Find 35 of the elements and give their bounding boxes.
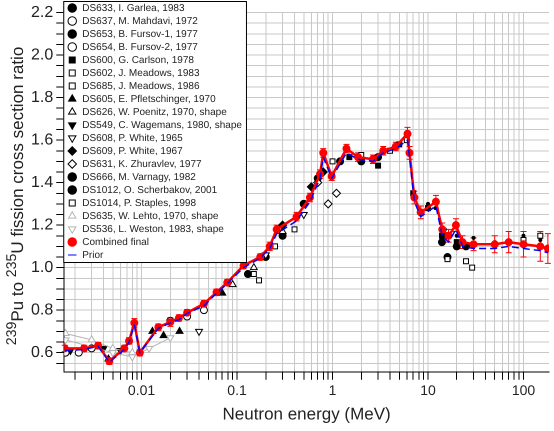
legend-label: DS605, E. Pfletschinger, 1970 <box>82 94 216 105</box>
legend-label: DS635, W. Lehto, 1970, shape <box>82 210 219 222</box>
y-tick-label: 2.0 <box>30 46 54 64</box>
x-axis-title: Neutron energy (MeV) <box>222 404 391 424</box>
legend-label: DS608, P. White, 1965 <box>82 132 184 144</box>
legend-label: DS609, P. White, 1967 <box>82 146 184 157</box>
legend-label: DS631, K. Zhuravlev, 1977 <box>82 158 202 170</box>
y-tick-label: 1.8 <box>30 89 54 106</box>
legend-label: DS626, W. Poenitz, 1970, shape <box>82 106 228 118</box>
y-tick-label: 1.6 <box>30 132 54 149</box>
legend-label: DS666, M. Varnagy, 1982 <box>82 172 196 183</box>
y-tick-label: 1.0 <box>30 259 54 276</box>
legend-label: DS1014, P. Staples, 1998 <box>82 198 196 209</box>
x-tick-label: 100 <box>512 382 536 398</box>
legend-label: DS600, G. Carlson, 1978 <box>82 54 194 66</box>
legend-label: DS685, J. Meadows, 1986 <box>82 80 200 92</box>
legend-label: DS654, B. Fursov-2, 1977 <box>82 42 198 53</box>
y-tick-label: 0.6 <box>30 344 54 362</box>
legend-label: DS1012, O. Scherbakov, 2001 <box>82 184 218 196</box>
x-tick-label: 0.01 <box>128 382 156 398</box>
y-tick-label: 0.8 <box>30 302 54 319</box>
legend-label: DS536, L. Weston, 1983, shape <box>82 224 224 235</box>
legend-label: DS549, C. Wagemans, 1980, shape <box>82 120 242 131</box>
x-tick-label: 0.1 <box>227 382 247 398</box>
legend-label: DS602, J. Meadows, 1983 <box>82 68 200 79</box>
x-tick-label: 1 <box>328 382 337 398</box>
y-tick-label: 1.2 <box>30 216 54 234</box>
legend-label: DS637, M. Mahdavi, 1972 <box>82 16 198 27</box>
y-tick-label: 1.4 <box>30 174 54 192</box>
legend-label: DS653, B. Fursov-1, 1977 <box>82 28 198 40</box>
y-tick-label: 2.2 <box>30 4 54 22</box>
legend-label: Combined final <box>82 236 149 248</box>
legend-label: Prior <box>82 250 104 261</box>
legend-label: DS633, I. Garlea, 1983 <box>82 2 185 14</box>
x-tick-label: 10 <box>420 382 436 398</box>
